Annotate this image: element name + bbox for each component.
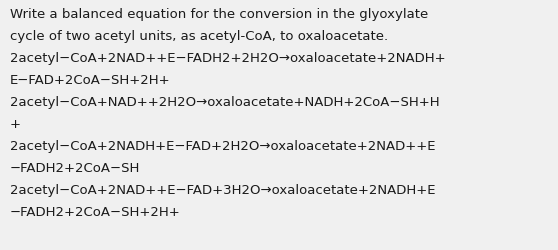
Text: −FADH2+2CoA−SH: −FADH2+2CoA−SH	[10, 161, 141, 174]
Text: 2acetyl−CoA+2NAD++E−FADH2+2H2O→oxaloacetate+2NADH+: 2acetyl−CoA+2NAD++E−FADH2+2H2O→oxaloacet…	[10, 52, 446, 65]
Text: cycle of two acetyl units, as acetyl-CoA, to oxaloacetate.: cycle of two acetyl units, as acetyl-CoA…	[10, 30, 388, 43]
Text: 2acetyl−CoA+2NAD++E−FAD+3H2O→oxaloacetate+2NADH+E: 2acetyl−CoA+2NAD++E−FAD+3H2O→oxaloacetat…	[10, 183, 435, 196]
Text: −FADH2+2CoA−SH+2H+: −FADH2+2CoA−SH+2H+	[10, 205, 181, 218]
Text: E−FAD+2CoA−SH+2H+: E−FAD+2CoA−SH+2H+	[10, 74, 171, 87]
Text: +: +	[10, 118, 21, 130]
Text: 2acetyl−CoA+NAD++2H2O→oxaloacetate+NADH+2CoA−SH+H: 2acetyl−CoA+NAD++2H2O→oxaloacetate+NADH+…	[10, 96, 440, 108]
Text: 2acetyl−CoA+2NADH+E−FAD+2H2O→oxaloacetate+2NAD++E: 2acetyl−CoA+2NADH+E−FAD+2H2O→oxaloacetat…	[10, 140, 435, 152]
Text: Write a balanced equation for the conversion in the glyoxylate: Write a balanced equation for the conver…	[10, 8, 428, 21]
